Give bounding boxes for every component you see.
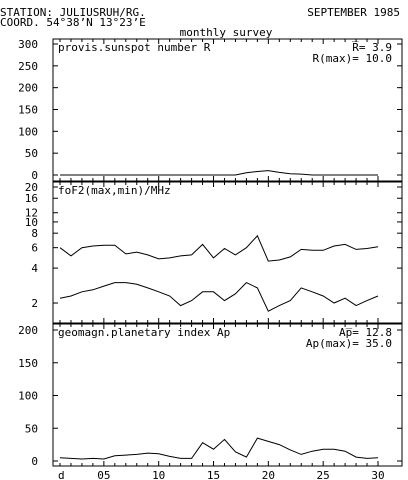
ap-series-line-0 [59,437,379,460]
sunspot-y-tick-label: 0 [31,169,38,182]
sunspot-y-tick-label: 250 [18,60,38,73]
fof2-y-tick-label: 4 [31,262,38,275]
x-tick-label: 25 [317,469,330,480]
x-tick-label: d [58,469,65,480]
sunspot-y-tick-label: 200 [18,82,38,95]
sunspot-y-tick-label: 150 [18,104,38,117]
sunspot-title: provis.sunspot number R [58,41,211,54]
ap-y-tick-label: 150 [18,357,38,370]
x-tick-label: 05 [97,469,110,480]
ap-stat-1: Ap(max)= 35.0 [306,337,392,350]
coord-label: COORD. 54°38’N 13°23’E [0,16,146,29]
fof2-y-tick-label: 16 [25,192,38,205]
x-tick-label: 20 [262,469,275,480]
ap-y-tick-label: 200 [18,324,38,337]
sunspot-y-tick-label: 100 [18,125,38,138]
survey-label: monthly survey [180,26,273,39]
sunspot-stat-1: R(max)= 10.0 [313,52,392,65]
ap-y-tick-label: 100 [18,390,38,403]
x-tick-label: 10 [152,469,165,480]
fof2-series-line-0 [59,234,379,262]
station-label: STATION: JULIUSRUH/RG. [0,6,146,19]
x-tick-label: 30 [371,469,384,480]
sunspot-y-tick-label: 300 [18,38,38,51]
x-tick-label: 15 [207,469,220,480]
fof2-y-tick-label: 12 [25,207,38,220]
fof2-y-tick-label: 2 [31,297,38,310]
fof2-frame [52,181,403,324]
fof2-y-tick-label: 10 [25,216,38,229]
ap-title: geomagn.planetary index Ap [58,326,230,339]
sunspot-series-line-0 [60,170,378,176]
ap-stat-0: Ap̅= 12.8 [339,326,392,339]
ap-panel: 200 150 100 50 0 geomagn.planetary index Ap Ap… [18,323,403,480]
sunspot-stat-0: R̅= 3.9 [352,41,392,54]
month-label: SEPTEMBER 1985 [307,6,400,19]
sunspot-y-tick-label: 50 [25,147,38,160]
fof2-y-tick-label: 8 [31,227,38,240]
fof2-title: foF2(max,min)/MHz [58,184,171,197]
sunspot-panel: 300 250 200 150 100 50 0 provis.sunspot number … [18,38,403,182]
ap-y-tick-label: 0 [31,455,38,468]
fof2-y-tick-label: 20 [25,181,38,194]
fof2-series-line-1 [59,281,379,312]
ap-y-tick-label: 50 [25,422,38,435]
fof2-y-tick-label: 6 [31,242,38,255]
